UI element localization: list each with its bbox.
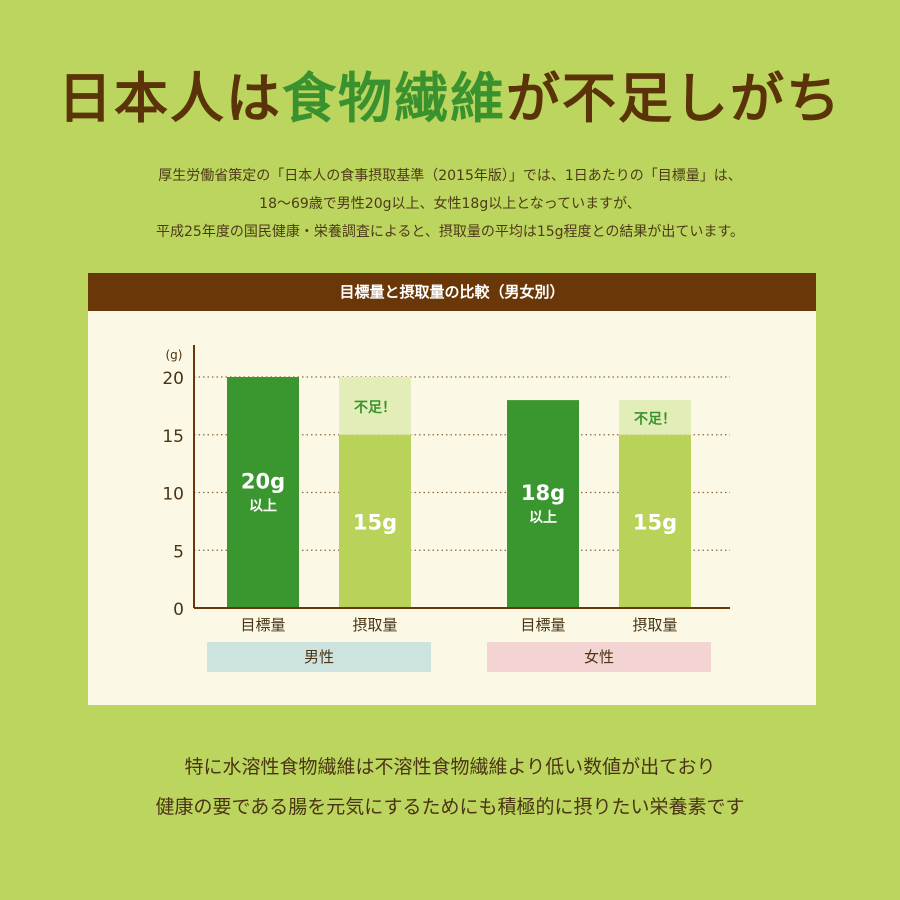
bar-sublabel: 以上 [529,510,557,526]
shortfall-label: 不足！ [354,400,396,416]
intro-line-3: 平成25年度の国民健康・栄養調査によると、摂取量の平均は15g程度との結果が出て… [156,224,744,240]
shortfall-bar [339,377,411,435]
y-tick-label: 15 [162,427,184,447]
footer-line-1: 特に水溶性食物繊維は不溶性食物繊維より低い数値が出ており [184,756,716,778]
group-tag [207,642,431,672]
y-tick-label: 5 [173,542,184,562]
x-category-label: 摂取量 [632,616,677,634]
footer-line-2: 健康の要である腸を元気にするためにも積極的に摂りたい栄養素です [155,796,745,818]
headline-part2: が不足しがち [506,67,842,130]
chart-panel: 目標量と摂取量の比較（男女別） 0 5 10 15 20 (g) 20g 以上目標量 不足！ 15… [88,273,816,705]
headline-highlight: 食物繊維 [282,67,506,130]
group-tag [487,642,711,672]
shortfall-label: 不足！ [634,411,676,427]
bar-sublabel: 以上 [249,499,277,515]
bar [227,377,299,608]
intro-line-1: 厚生労働省策定の「日本人の食事摂取基準（2015年版）」では、1日あたりの「目標… [158,168,742,184]
bar-value-label: 18g [521,481,565,505]
bar-chart: 05101520(g)20g以上目標量不足！15g摂取量男性18g以上目標量不足… [162,345,730,672]
y-tick-label: 0 [173,600,184,620]
group-label: 女性 [584,648,614,666]
chart-title: 目標量と摂取量の比較（男女別） [88,273,816,311]
x-category-label: 目標量 [520,616,565,634]
y-tick-label: 20 [162,369,184,389]
y-unit-label: (g) [166,348,183,362]
headline: 日本人は食物繊維が不足しがち [0,72,900,126]
x-category-label: 目標量 [240,616,285,634]
shortfall-bar [619,400,691,435]
intro-line-2: 18〜69歳で男性20g以上、女性18g以上となっていますが、 [259,196,641,212]
bar-value-label: 20g [241,470,285,494]
x-category-label: 摂取量 [352,616,397,634]
bar [507,400,579,608]
bar [339,434,411,608]
bar-value-label: 15g [353,510,397,534]
bar-value-label: 15g [633,510,677,534]
y-tick-label: 10 [162,485,184,505]
headline-part1: 日本人は [58,67,282,130]
group-label: 男性 [304,648,334,666]
bar [619,434,691,608]
footer-text: 特に水溶性食物繊維は不溶性食物繊維より低い数値が出ており 健康の要である腸を元気… [0,747,900,827]
intro-text: 厚生労働省策定の「日本人の食事摂取基準（2015年版）」では、1日あたりの「目標… [0,162,900,246]
